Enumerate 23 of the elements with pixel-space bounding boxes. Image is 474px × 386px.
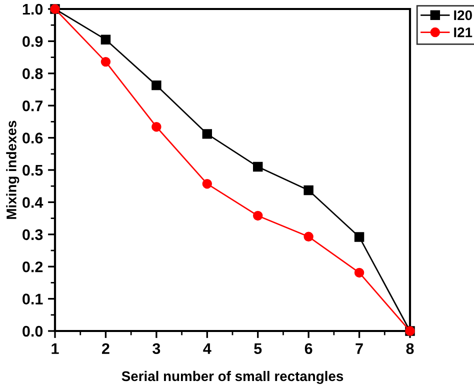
y-tick-label: 0.6: [22, 132, 43, 144]
x-tick-label: 2: [102, 343, 110, 354]
x-tick-label: 6: [304, 343, 312, 354]
y-axis-title: Mixing indexes: [6, 120, 20, 219]
y-tick-label: 0.3: [22, 229, 43, 240]
legend-label: I20: [454, 10, 472, 20]
legend-label: I21: [454, 27, 472, 38]
x-tick-label: 1: [52, 343, 59, 354]
y-tick-label: 0.9: [22, 36, 43, 47]
x-tick-label: 7: [356, 343, 363, 354]
y-tick-label: 1.0: [22, 4, 43, 15]
y-tick-label: 0.7: [22, 100, 43, 112]
y-tick-label: 0.2: [22, 261, 43, 272]
x-axis-title: Serial number of small rectangles: [122, 370, 344, 384]
y-tick-label: 0.4: [22, 197, 44, 208]
y-tick-label: 0.5: [22, 164, 43, 176]
y-tick-label: 0.1: [22, 294, 43, 304]
x-tick-label: 4: [203, 343, 212, 354]
y-tick-label: 0.8: [22, 68, 43, 80]
x-tick-label: 5: [254, 343, 262, 354]
y-tick-label: 0.0: [22, 326, 43, 337]
x-tick-label: 3: [152, 343, 160, 354]
x-tick-label: 8: [406, 343, 414, 354]
